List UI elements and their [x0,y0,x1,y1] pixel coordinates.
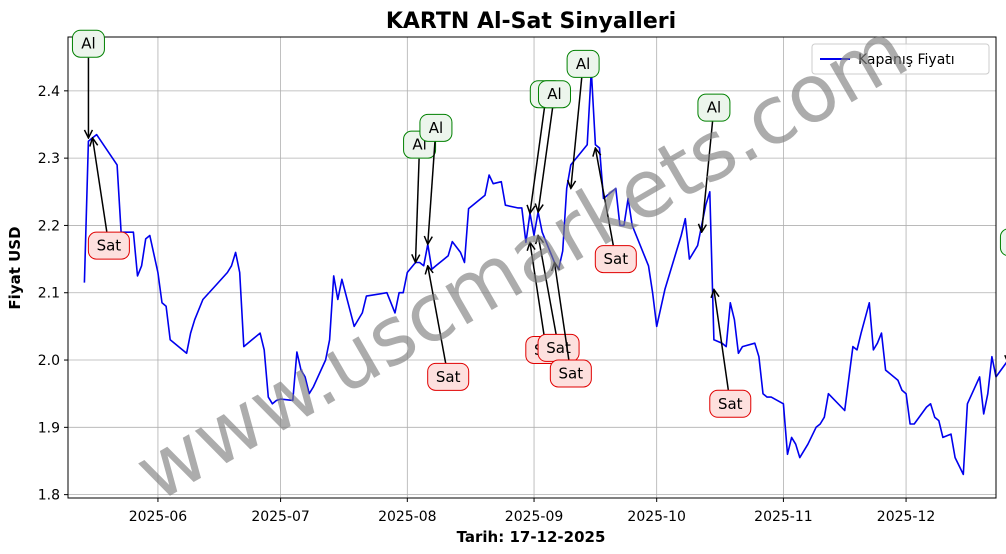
signal-label: Al [429,119,443,137]
signal-label: Sat [718,395,743,413]
signal-label-box [71,29,105,58]
signal-arrow [554,262,570,360]
signal-arrow [538,107,554,212]
signal-label: Al [576,55,590,73]
signal-arrow [530,107,546,213]
x-axis-ticks: 2025-06 2025-07 2025-08 2025-09 2025-10 2025-… [129,498,936,525]
y-tick-label: 2.3 [38,151,60,167]
buy-signal: Al [697,93,731,233]
x-tick-label: 2025-09 [505,509,564,525]
signal-label-box [419,113,453,142]
plot-frame [67,36,997,499]
x-tick-label: 2025-12 [877,509,936,525]
buy-signal: Al [419,113,453,244]
signal-arrow [530,242,545,337]
signal-label: Sat [604,250,629,268]
signal-annotations: AlSatAlAlSatAlAlSatSatSatAlSatAlSatAlSat [71,29,1006,418]
signal-label: Sat [546,339,571,357]
x-tick-label: 2025-11 [754,509,813,525]
sell-signal: Sat [427,266,470,391]
y-tick-label: 2.2 [38,218,60,234]
signal-label-box [537,80,571,109]
buy-signal: Al [71,29,105,138]
signal-arrow [595,148,615,246]
x-tick-label: 2025-10 [627,509,686,525]
signal-label: Al [81,35,95,53]
legend-box [811,43,990,75]
buy-signal: Al [999,228,1006,364]
signal-label-box [549,359,592,388]
x-tick-label: 2025-06 [129,509,188,525]
sell-signal: Sat [538,236,580,362]
buy-signal: Al [566,49,600,189]
signal-label: Sat [97,237,122,255]
signal-arrow [714,289,730,391]
signal-label-box [594,245,637,274]
y-tick-label: 2.0 [38,353,60,369]
signal-arrow [571,77,583,189]
sell-signal: Sat [549,262,592,388]
chart-title: KARTN Al-Sat Sinyalleri [386,9,676,34]
signal-label: Sat [436,368,461,386]
y-tick-label: 1.8 [38,488,60,504]
signal-arrow [415,158,419,263]
signal-label-box [427,362,470,391]
signal-arrow [428,141,436,244]
signal-arrow [93,138,108,232]
signal-label-box [566,49,600,78]
y-axis-label: Fiyat USD [6,226,24,309]
signal-label-box [697,93,731,122]
legend-label: Kapanış Fiyatı [858,52,955,68]
sell-signal: Sat [709,289,752,418]
signal-label: Al [707,99,721,117]
sell-signal: Sat [87,138,130,260]
y-tick-label: 1.9 [38,420,60,436]
x-axis-label: Tarih: 17-12-2025 [457,528,606,546]
y-tick-label: 2.1 [38,286,60,302]
sell-signal: Sat [594,148,637,274]
price-series-line [83,69,1006,476]
signal-label: Sat [559,364,584,382]
y-axis-ticks: 1.8 1.9 2.0 2.1 2.2 2.3 2.4 [38,84,68,504]
signal-label-box [709,389,752,418]
signal-arrow [538,236,557,335]
signal-label-box [999,228,1006,256]
signal-label: Al [547,85,561,103]
y-tick-label: 2.4 [38,84,60,100]
legend: Kapanış Fiyatı [811,43,990,75]
x-tick-label: 2025-08 [378,509,437,525]
x-tick-label: 2025-07 [251,509,310,525]
signal-label-box [87,231,130,260]
series-layer [83,69,1006,476]
buy-signal: Al [537,80,571,212]
signal-arrow [702,121,714,233]
signal-arrow [428,266,447,364]
